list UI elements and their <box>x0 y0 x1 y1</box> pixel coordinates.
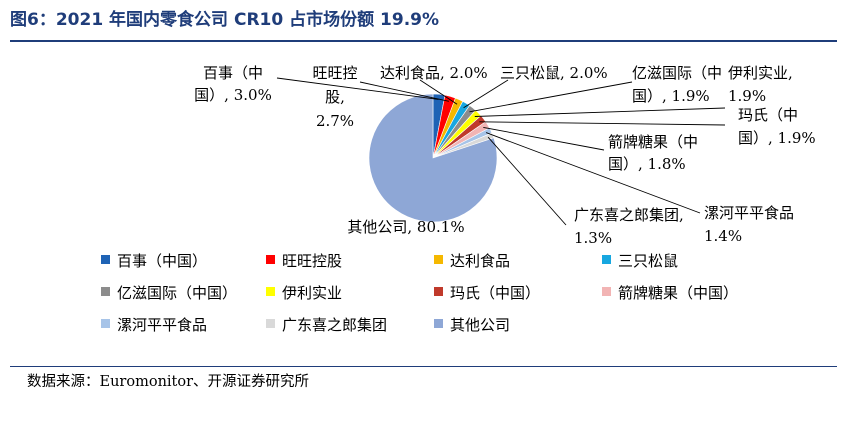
leader-line <box>276 77 439 100</box>
data-label: 三只松鼠, 2.0% <box>500 64 608 82</box>
data-label: 广东喜之郎集团, 1.3% <box>574 206 684 247</box>
pie-slice <box>368 93 498 223</box>
legend-swatch <box>602 255 611 264</box>
data-label: 百事（中国）, 3.0% <box>194 64 272 104</box>
data-label: 玛氏（中国）, 1.9% <box>738 106 816 147</box>
leader-line <box>485 132 701 214</box>
legend-swatch <box>266 255 275 264</box>
legend-label: 百事（中国） <box>117 252 207 270</box>
data-label: 箭牌糖果（中国）, 1.8% <box>608 133 698 173</box>
data-label: 漯河平平食品 1.4% <box>704 204 794 245</box>
legend-label: 三只松鼠 <box>618 252 678 270</box>
pie-slices <box>368 93 498 223</box>
source-note: 数据来源：Euromonitor、开源证券研究所 <box>27 374 310 390</box>
source-divider <box>10 366 837 367</box>
legend-swatch <box>434 287 443 296</box>
legend-swatch <box>434 255 443 264</box>
leader-line <box>419 79 458 105</box>
data-label: 旺旺控股, 2.7% <box>312 64 357 130</box>
legend-label: 伊利实业 <box>282 284 342 302</box>
data-label: 亿滋国际（中国）, 1.9% <box>632 64 722 105</box>
legend-swatch <box>101 255 110 264</box>
data-label: 达利食品, 2.0% <box>380 64 488 82</box>
legend-label: 达利食品 <box>450 252 510 270</box>
legend-label: 箭牌糖果（中国） <box>618 284 738 302</box>
legend-label: 亿滋国际（中国） <box>117 284 237 302</box>
legend-swatch <box>266 287 275 296</box>
leader-line <box>469 81 633 113</box>
leader-line <box>487 136 567 226</box>
legend-label: 其他公司 <box>450 316 510 334</box>
data-label: 其他公司, 80.1% <box>347 218 464 236</box>
data-labels: 百事（中国）, 3.0% 旺旺控股, 2.7% 达利食品, 2.0% 三只松鼠, 2.0… <box>194 64 815 247</box>
legend-label: 玛氏（中国） <box>450 284 540 302</box>
leader-line <box>359 81 449 102</box>
title-divider <box>10 40 837 42</box>
legend-swatch <box>101 319 110 328</box>
leader-line <box>474 107 726 117</box>
legend-label: 漯河平平食品 <box>117 316 207 334</box>
legend-swatch <box>266 319 275 328</box>
legend-label: 广东喜之郎集团 <box>282 316 387 334</box>
legend-swatch <box>434 319 443 328</box>
leader-lines <box>276 77 726 226</box>
legend-swatch <box>602 287 611 296</box>
figure-title: 图6：2021 年国内零食公司 CR10 占市场份额 19.9% <box>10 10 440 30</box>
data-label: 伊利实业, 1.9% <box>728 64 793 105</box>
leader-line <box>479 121 726 126</box>
leader-line <box>483 126 605 151</box>
leader-line <box>463 79 509 109</box>
legend-label: 旺旺控股 <box>282 252 342 270</box>
legend-swatch <box>101 287 110 296</box>
